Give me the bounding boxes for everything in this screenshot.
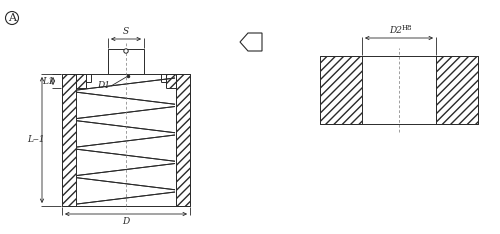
Bar [62,74,190,206]
Text: D: D [122,217,130,226]
Bar [362,56,436,124]
Polygon shape [76,74,86,88]
Bar [76,88,176,206]
Polygon shape [62,74,76,206]
Polygon shape [240,33,262,51]
Text: A: A [8,13,16,23]
Polygon shape [166,74,176,88]
Text: S: S [123,27,129,36]
Bar [320,56,478,124]
Text: F: F [250,37,256,47]
Polygon shape [436,56,478,124]
Circle shape [124,49,128,53]
Text: L1: L1 [42,77,54,85]
Polygon shape [320,56,362,124]
Text: D2: D2 [390,26,402,35]
Bar [108,49,144,74]
Text: D1: D1 [97,81,110,91]
Text: H8: H8 [402,24,412,32]
Text: L‒1: L‒1 [27,135,45,145]
Polygon shape [176,74,190,206]
